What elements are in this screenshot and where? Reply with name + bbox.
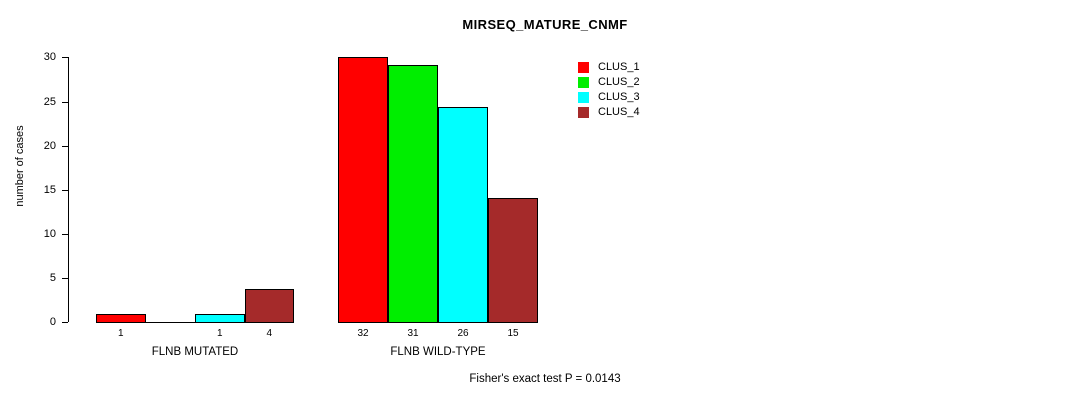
bar-value-label: 32 [357,328,369,339]
y-axis-tick-label: 15 [43,183,56,196]
bar-value-label: 4 [266,328,273,339]
legend-item-label: CLUS_2 [598,76,640,88]
bar-value-label: 26 [457,328,469,339]
bar [96,313,146,323]
group-axis-label: FLNB WILD-TYPE [390,346,486,358]
chart-title: MIRSEQ_MATURE_CNMF [462,17,628,32]
y-axis-tick-label: 20 [43,139,56,152]
bar [195,313,245,323]
y-axis-tick [62,189,68,191]
legend-color-swatch [578,92,589,103]
y-axis-tick-label: 10 [43,227,56,240]
y-axis-tick-label: 0 [49,316,56,328]
legend-item-label: CLUS_3 [598,91,640,103]
y-axis-tick [62,145,68,147]
legend-color-swatch [578,62,589,73]
bar [438,106,488,323]
bar [388,65,438,323]
bar [488,197,538,323]
bar-value-label: 1 [216,328,223,339]
y-axis-tick [62,57,68,59]
legend-color-swatch [578,107,589,118]
bar-value-label: 31 [407,328,419,339]
bar-value-label: 15 [507,328,519,339]
bar-value-label: 1 [117,328,124,339]
legend-item-label: CLUS_4 [598,106,640,118]
y-axis-title: number of cases [14,125,26,207]
legend-color-swatch [578,77,589,88]
y-axis-tick-label: 5 [49,271,56,284]
statistical-test-note: Fisher's exact test P = 0.0143 [469,373,621,385]
y-axis-tick-label: 30 [43,51,56,64]
y-axis-tick [62,277,68,279]
bar [244,288,294,323]
legend-item-label: CLUS_1 [598,61,640,73]
group-axis-label: FLNB MUTATED [151,346,239,358]
bar [338,57,388,323]
y-axis-line [68,57,69,322]
y-axis-tick [62,101,68,103]
y-axis-tick [62,233,68,235]
y-axis-tick-label: 25 [43,95,56,108]
y-axis-tick [62,322,68,323]
